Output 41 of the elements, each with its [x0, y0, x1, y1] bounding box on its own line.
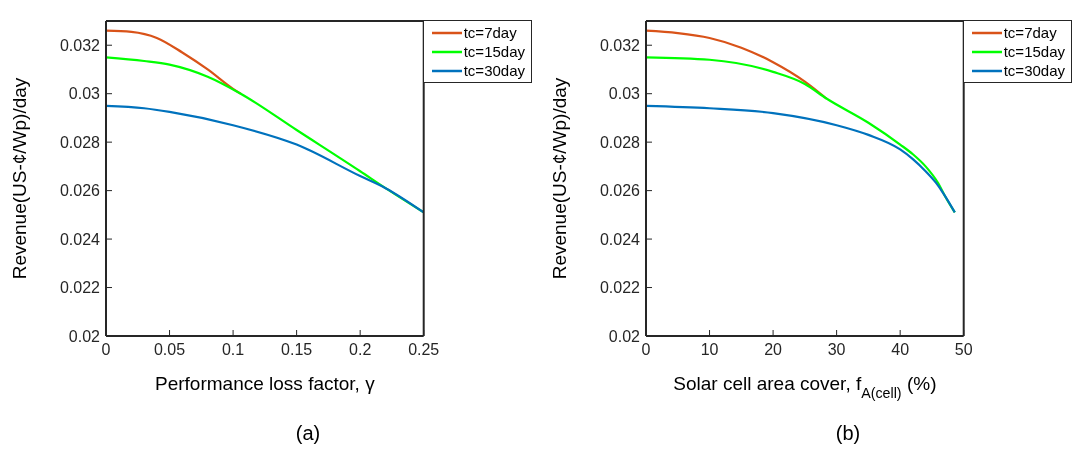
text: (a): [294, 422, 322, 445]
legend-label: tc=15day: [1003, 42, 1065, 61]
y-tick-label: 0.032: [59, 36, 101, 54]
x-tick-label: 0.25: [408, 341, 440, 359]
y-tick-label: 0.024: [599, 230, 641, 248]
text: (b): [834, 422, 862, 445]
x-axis-title: Solar cell area cover, f$_{A(cell)}$ (%): [673, 373, 937, 401]
y-axis-title: Revenue(US-¢/Wp)/day: [549, 77, 570, 280]
y-tick-label: 0.026: [59, 182, 101, 200]
y-tick-label: 0.022: [59, 279, 101, 297]
y-tick-label: 0.032: [599, 36, 641, 54]
x-tick-label: 10: [700, 341, 719, 359]
legend-label: tc=30day: [463, 61, 525, 80]
line-series: [106, 104, 424, 214]
legend-label: tc=30day: [1003, 61, 1065, 80]
y-tick-label: 0.022: [599, 279, 641, 297]
legend-label: tc=7day: [1003, 23, 1057, 42]
y-tick-label: 0.024: [59, 230, 101, 248]
x-tick-label: 0.1: [221, 341, 245, 359]
y-tick-label: 0.02: [608, 327, 641, 345]
y-tick-label: 0.028: [599, 133, 641, 151]
legend-label: tc=7day: [463, 23, 517, 42]
line-series: [646, 29, 828, 100]
y-tick-label: 0.028: [59, 133, 101, 151]
x-tick-label: 20: [764, 341, 783, 359]
legend-label: tc=15day: [463, 42, 525, 61]
x-axis-title: Performance loss factor, γ: [155, 373, 376, 394]
x-tick-label: 0: [101, 341, 111, 359]
y-axis-title: Revenue(US-¢/Wp)/day: [9, 77, 30, 280]
x-tick-label: 50: [954, 341, 973, 359]
x-tick-label: 0.2: [349, 341, 372, 359]
y-tick-label: 0.03: [608, 85, 641, 103]
y-tick-label: 0.03: [68, 85, 101, 103]
x-tick-label: 40: [891, 341, 910, 359]
x-tick-label: 30: [827, 341, 846, 359]
x-tick-label: 0.05: [153, 341, 186, 359]
y-tick-label: 0.026: [599, 182, 641, 200]
line-series: [646, 104, 956, 214]
x-tick-label: 0.15: [281, 341, 313, 359]
y-tick-label: 0.02: [68, 327, 101, 345]
x-tick-label: 0: [641, 341, 651, 359]
